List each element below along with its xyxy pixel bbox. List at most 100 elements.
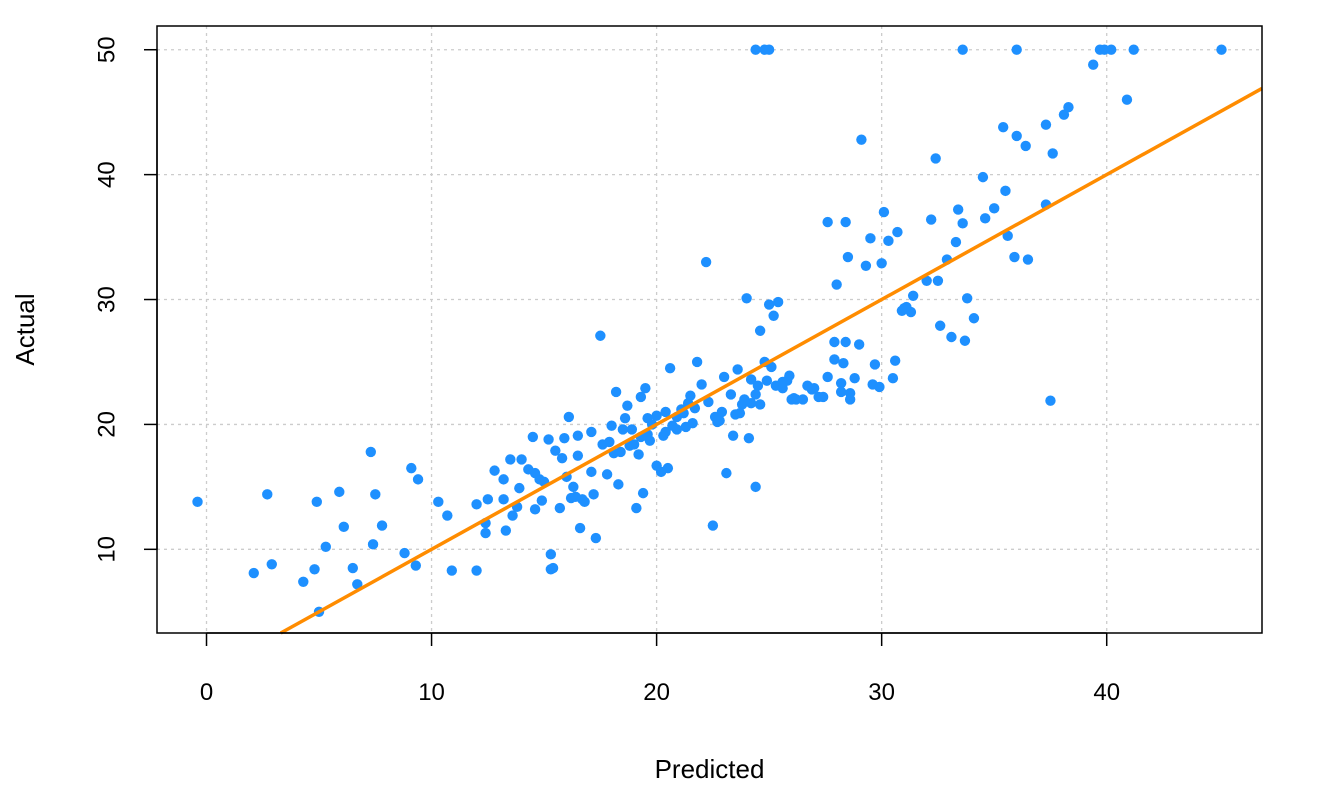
data-point — [1011, 130, 1022, 142]
data-point — [622, 400, 633, 411]
data-point — [471, 565, 482, 576]
data-point — [840, 336, 851, 348]
data-point — [754, 399, 766, 410]
data-point — [777, 376, 788, 388]
data-point — [968, 313, 980, 324]
data-point — [835, 378, 847, 389]
data-point — [606, 420, 617, 431]
data-point — [550, 445, 561, 456]
data-point — [633, 449, 644, 460]
data-point — [651, 410, 662, 421]
data-point — [752, 380, 764, 391]
fit-line — [279, 86, 1263, 635]
data-point — [950, 236, 962, 248]
data-point — [527, 431, 539, 443]
data-point — [1000, 185, 1011, 197]
data-point — [691, 356, 703, 368]
data-point — [615, 446, 626, 458]
data-point — [640, 383, 651, 394]
data-point — [1128, 44, 1139, 55]
data-point — [586, 426, 597, 438]
data-point — [979, 213, 991, 224]
data-point — [334, 486, 345, 498]
data-point — [754, 325, 766, 336]
data-point — [957, 44, 968, 55]
data-point — [784, 370, 795, 381]
data-point — [399, 547, 410, 559]
data-point — [952, 204, 964, 215]
data-point — [739, 394, 750, 405]
data-point — [347, 562, 358, 574]
data-point — [523, 464, 534, 475]
y-axis: 10 20 30 40 50 — [94, 36, 158, 563]
data-point — [1106, 44, 1117, 55]
data-point — [997, 121, 1009, 133]
data-point — [572, 450, 584, 461]
data-point — [610, 386, 622, 398]
data-point — [685, 390, 696, 401]
data-point — [878, 206, 890, 218]
data-point — [660, 406, 671, 418]
data-point — [925, 214, 937, 225]
data-point — [860, 260, 872, 272]
data-point — [797, 394, 809, 405]
data-point — [192, 496, 203, 508]
data-point — [588, 489, 599, 500]
data-point — [889, 355, 901, 366]
data-point — [696, 379, 707, 390]
data-point — [838, 358, 849, 369]
data-point — [266, 559, 277, 570]
data-point — [590, 532, 602, 544]
data-point — [505, 454, 516, 465]
data-point — [930, 153, 941, 164]
data-point — [572, 430, 584, 441]
data-point — [835, 386, 847, 398]
data-point — [1002, 230, 1013, 242]
data-point — [822, 371, 833, 383]
data-point — [367, 539, 379, 550]
data-point — [628, 439, 640, 450]
data-point — [921, 275, 932, 286]
data-point — [1216, 44, 1227, 55]
data-point — [442, 510, 453, 521]
data-point — [262, 489, 273, 500]
data-point — [370, 489, 381, 500]
data-point — [644, 435, 656, 446]
data-point — [536, 495, 548, 506]
data-point — [601, 469, 613, 480]
data-point — [822, 216, 833, 228]
data-point — [631, 502, 642, 514]
data-point — [514, 482, 525, 494]
x-tick-label: 0 — [200, 679, 213, 706]
data-point — [489, 465, 500, 476]
data-point — [725, 389, 737, 400]
x-tick-label: 40 — [1093, 679, 1120, 706]
data-point — [613, 479, 624, 490]
data-point — [865, 233, 876, 244]
data-point — [574, 522, 586, 534]
data-point — [840, 216, 851, 228]
data-point — [658, 430, 669, 441]
data-point — [745, 374, 757, 385]
data-point — [507, 510, 518, 521]
data-point — [883, 235, 894, 247]
x-tick-label: 20 — [643, 679, 670, 706]
data-point — [1121, 94, 1133, 105]
data-point — [338, 521, 349, 533]
y-tick-label: 30 — [94, 286, 121, 313]
data-point — [959, 335, 971, 346]
data-point — [1088, 59, 1099, 70]
data-point — [788, 392, 800, 404]
data-point — [498, 474, 509, 485]
data-point — [376, 520, 388, 531]
data-point — [563, 411, 575, 423]
data-point — [248, 567, 259, 579]
data-point — [977, 171, 989, 183]
data-point — [664, 363, 676, 374]
data-point — [750, 389, 761, 400]
data-point — [687, 417, 698, 429]
data-point — [842, 251, 854, 263]
y-tick-label: 10 — [94, 536, 121, 563]
data-point — [892, 226, 903, 238]
